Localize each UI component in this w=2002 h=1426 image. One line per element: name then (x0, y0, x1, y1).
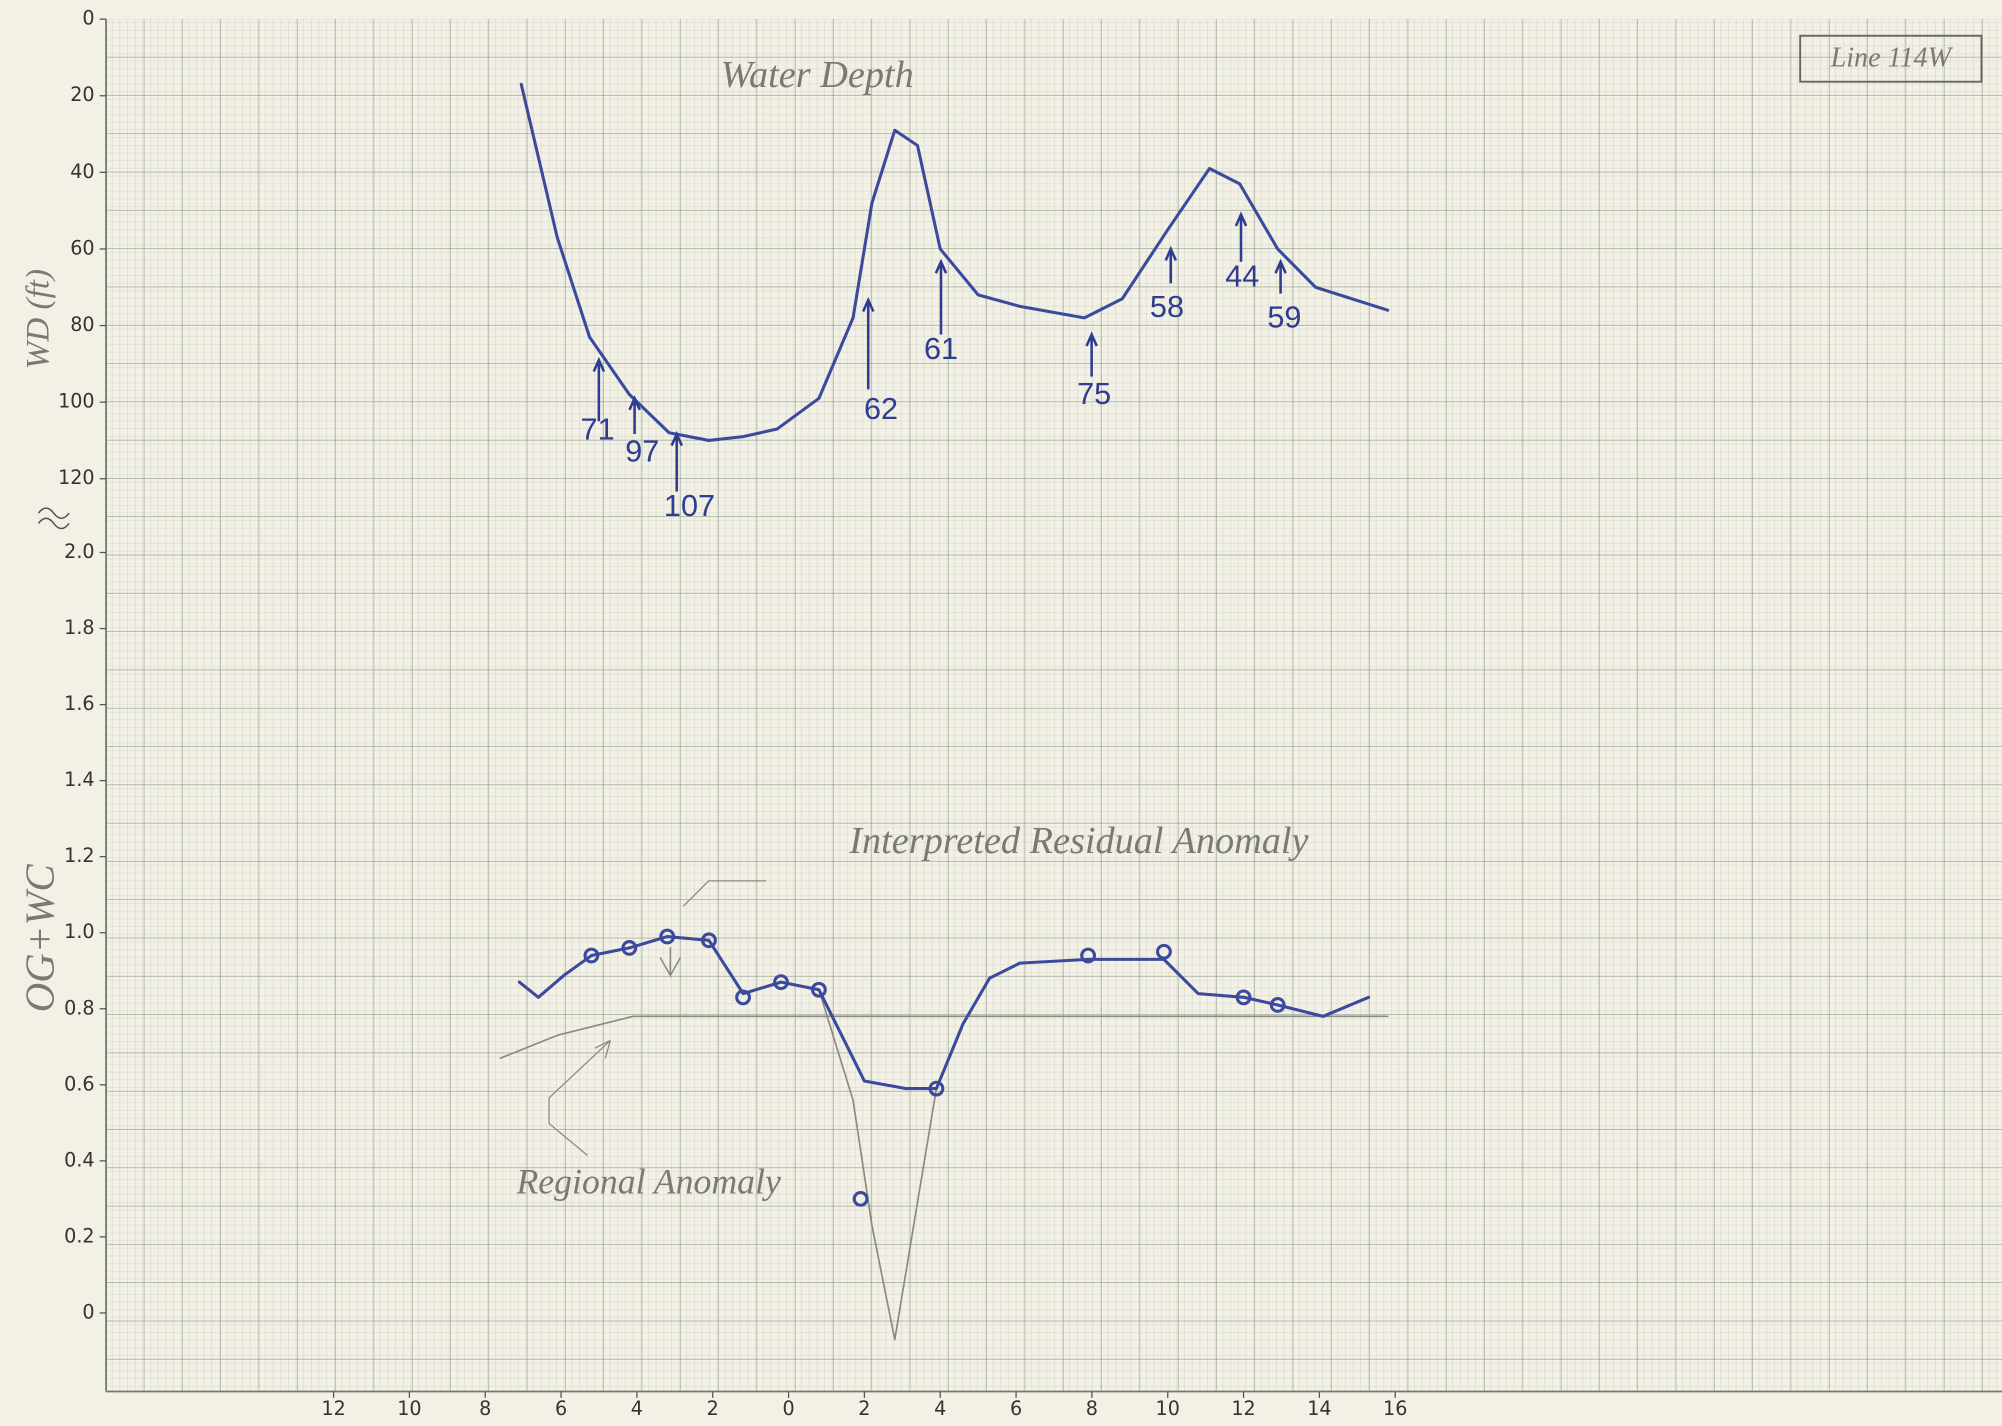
x-tick-label: 14 (1307, 1397, 1331, 1420)
x-tick-label: 12 (321, 1397, 345, 1420)
depth-arrow (1274, 258, 1287, 294)
x-tick-label: 4 (631, 1397, 643, 1420)
y-tick-label: 0 (82, 7, 94, 30)
chart-title: Water Depth (721, 54, 914, 96)
x-tick-label: 2 (707, 1397, 719, 1420)
data-point (928, 1080, 945, 1097)
x-tick-label: 10 (1156, 1397, 1180, 1420)
depth-annotation: 44 (1225, 259, 1259, 293)
y-tick-label: 0.8 (64, 996, 94, 1019)
x-tick-label: 8 (1086, 1397, 1098, 1420)
x-tick-label: 10 (397, 1397, 421, 1420)
data-point (1269, 997, 1286, 1013)
depth-arrow (670, 430, 684, 492)
data-point (773, 974, 789, 991)
y-axis-label: WD (ft) (20, 269, 57, 369)
x-tick-label: 16 (1383, 1397, 1407, 1420)
data-point (1080, 947, 1097, 964)
annotation: Interpreted Residual Anomaly (848, 820, 1309, 862)
x-tick-label: 6 (1010, 1397, 1022, 1420)
y-tick-label: 1.0 (64, 920, 94, 943)
x-tick-label: 2 (858, 1397, 870, 1420)
data-point (735, 989, 751, 1006)
annotation-leader (682, 880, 767, 907)
y-tick-label: 120 (58, 466, 95, 489)
depth-arrow (861, 296, 875, 390)
data-point (1235, 989, 1252, 1006)
x-tick-label: 0 (782, 1397, 794, 1420)
depth-annotation: 107 (664, 489, 715, 523)
data-point (621, 940, 638, 956)
annotation: Regional Anomaly (515, 1162, 780, 1202)
data-line (519, 82, 1390, 442)
depth-annotation: 62 (864, 392, 898, 426)
data-point (701, 932, 717, 949)
y-tick-label: 80 (70, 313, 94, 336)
data-point (810, 981, 827, 998)
x-tick-label: 6 (555, 1397, 567, 1420)
data-point (659, 928, 676, 945)
grid-paper (106, 19, 2002, 1392)
y-tick-label: 0.2 (64, 1224, 94, 1247)
annotation-arrow (659, 947, 682, 979)
depth-annotation: 75 (1077, 377, 1111, 411)
depth-arrow (1085, 331, 1098, 377)
y-tick-label: 40 (70, 160, 94, 183)
y-tick-label: 0.6 (64, 1072, 94, 1095)
y-tick-label: 20 (70, 83, 94, 106)
x-tick-label: 8 (479, 1397, 491, 1420)
depth-arrow (934, 258, 948, 335)
depth-arrow (592, 356, 606, 422)
depth-arrow (1234, 211, 1248, 262)
label-box (1799, 34, 1983, 83)
data-point (852, 1190, 869, 1207)
depth-arrow (1164, 245, 1178, 284)
y-axis-label: OG+WC (18, 864, 63, 1013)
x-tick-label: 4 (934, 1397, 946, 1420)
y-tick-label: 1.6 (64, 692, 94, 715)
y-tick-label: 2.0 (64, 540, 94, 563)
data-line (818, 988, 938, 1341)
y-tick-label: 1.2 (64, 844, 94, 867)
y-tick-label: 0 (82, 1300, 94, 1323)
depth-annotation: 97 (625, 434, 659, 468)
depth-arrow (628, 395, 641, 435)
x-tick-label: 12 (1231, 1397, 1255, 1420)
annotation-leader (548, 1039, 611, 1156)
depth-annotation: 58 (1150, 290, 1184, 324)
depth-annotation: 59 (1267, 300, 1301, 334)
data-point (583, 947, 600, 964)
line-label: Line 114W (1830, 42, 1954, 73)
y-tick-label: 1.4 (64, 768, 94, 791)
y-tick-label: 100 (58, 390, 95, 413)
y-tick-label: 60 (70, 236, 94, 259)
depth-annotation: 61 (924, 332, 958, 366)
data-point (1156, 943, 1172, 960)
y-tick-label: 1.8 (64, 616, 94, 639)
data-line (499, 1015, 1389, 1060)
y-tick-label: 0.4 (64, 1148, 94, 1171)
axis-break (37, 507, 70, 530)
